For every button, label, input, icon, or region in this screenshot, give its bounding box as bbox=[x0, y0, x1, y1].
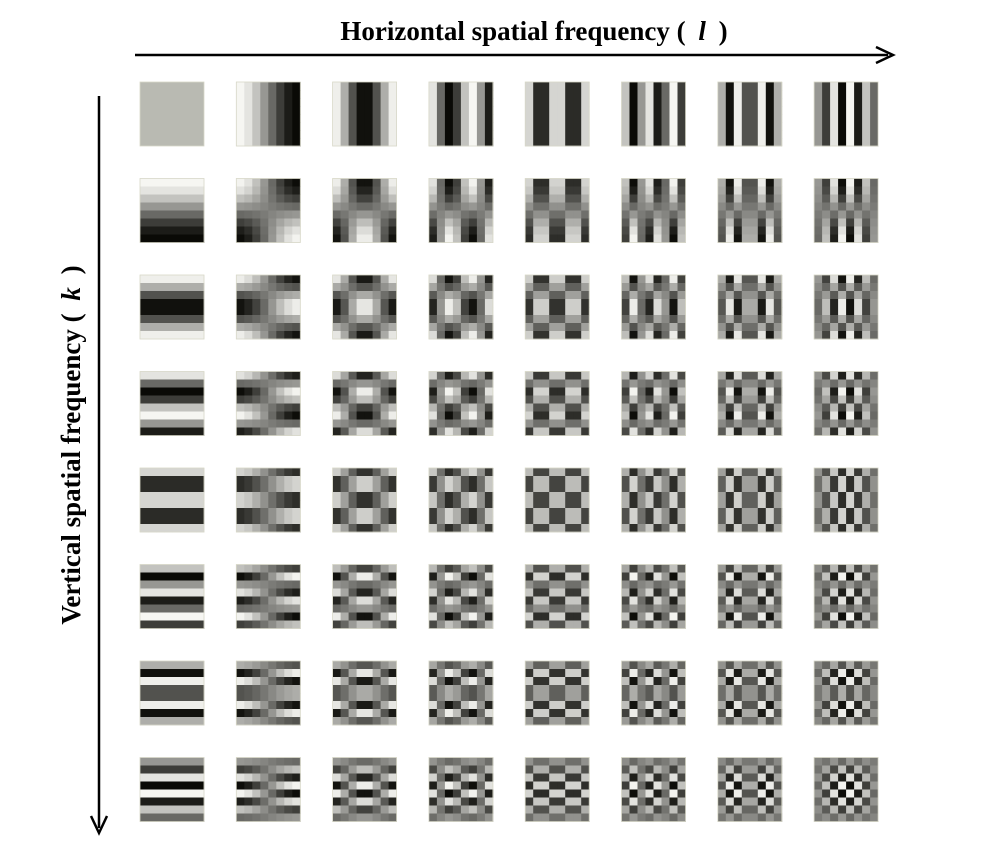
basis-block-k2-l3 bbox=[428, 274, 494, 340]
basis-block-k1-l4 bbox=[524, 178, 590, 243]
vertical-axis-label: Vertical spatial frequency ( bbox=[56, 313, 86, 624]
basis-block-k0-l7 bbox=[813, 81, 879, 147]
basis-block-k2-l0 bbox=[139, 274, 205, 340]
basis-block-k7-l3 bbox=[428, 757, 494, 822]
basis-block-k5-l1 bbox=[235, 564, 301, 629]
basis-block-k2-l1 bbox=[235, 274, 301, 340]
basis-block-k3-l2 bbox=[332, 371, 398, 436]
basis-block-k1-l2 bbox=[332, 178, 398, 243]
basis-block-k1-l6 bbox=[717, 178, 783, 243]
basis-block-k1-l5 bbox=[621, 178, 686, 243]
basis-block-k6-l7 bbox=[813, 660, 879, 726]
horizontal-axis-variable: l bbox=[698, 16, 706, 46]
horizontal-axis-title: Horizontal spatial frequency ( l ) bbox=[340, 16, 727, 46]
basis-block-k6-l1 bbox=[235, 660, 301, 726]
basis-block-k5-l2 bbox=[332, 564, 398, 629]
basis-block-k2-l7 bbox=[813, 274, 879, 340]
basis-block-k5-l4 bbox=[524, 564, 590, 629]
basis-block-k5-l5 bbox=[621, 564, 686, 629]
basis-block-k1-l7 bbox=[813, 178, 879, 243]
basis-block-k4-l4 bbox=[524, 467, 590, 533]
basis-block-k3-l3 bbox=[428, 371, 494, 436]
basis-block-k7-l6 bbox=[717, 757, 783, 822]
basis-block-k6-l3 bbox=[428, 660, 494, 726]
basis-block-k6-l6 bbox=[717, 660, 783, 726]
basis-block-k4-l7 bbox=[813, 467, 879, 533]
basis-block-k6-l4 bbox=[524, 660, 590, 726]
basis-block-k1-l0 bbox=[139, 178, 205, 243]
horizontal-axis-label: Horizontal spatial frequency ( bbox=[340, 16, 685, 46]
basis-block-k0-l0 bbox=[139, 81, 205, 147]
basis-block-k0-l1 bbox=[235, 81, 301, 147]
basis-block-k7-l4 bbox=[524, 757, 590, 822]
basis-block-k0-l5 bbox=[621, 81, 686, 147]
basis-block-k2-l2 bbox=[332, 274, 398, 340]
basis-block-k4-l3 bbox=[428, 467, 494, 533]
basis-block-k6-l2 bbox=[332, 660, 398, 726]
basis-block-k2-l5 bbox=[621, 274, 686, 340]
dct-basis-grid bbox=[139, 81, 879, 822]
basis-block-k2-l6 bbox=[717, 274, 783, 340]
basis-block-k4-l0 bbox=[139, 467, 205, 533]
basis-block-k0-l6 bbox=[717, 81, 783, 147]
vertical-axis-title: Vertical spatial frequency ( k ) bbox=[56, 265, 86, 624]
basis-block-k4-l6 bbox=[717, 467, 783, 533]
basis-block-k5-l6 bbox=[717, 564, 783, 629]
basis-block-k0-l4 bbox=[524, 81, 590, 147]
basis-block-k3-l6 bbox=[717, 371, 783, 436]
basis-block-k3-l1 bbox=[235, 371, 301, 436]
basis-block-k7-l5 bbox=[621, 757, 686, 822]
basis-block-k5-l7 bbox=[813, 564, 879, 629]
basis-block-k3-l5 bbox=[621, 371, 686, 436]
basis-block-k3-l0 bbox=[139, 371, 205, 436]
basis-block-k4-l5 bbox=[621, 467, 686, 533]
basis-block-k5-l0 bbox=[139, 564, 205, 629]
basis-block-k4-l1 bbox=[235, 467, 301, 533]
basis-block-k6-l0 bbox=[139, 660, 205, 726]
vertical-axis-arrow bbox=[89, 96, 109, 836]
vertical-axis-variable: k bbox=[56, 287, 86, 301]
basis-block-k3-l7 bbox=[813, 371, 879, 436]
basis-block-k5-l3 bbox=[428, 564, 494, 629]
vertical-axis-label-close: ) bbox=[56, 265, 86, 274]
basis-block-k0-l3 bbox=[428, 81, 494, 147]
basis-block-k3-l4 bbox=[524, 371, 590, 436]
basis-block-k7-l0 bbox=[139, 757, 205, 822]
horizontal-axis-label-close: ) bbox=[719, 16, 728, 46]
basis-block-k7-l2 bbox=[332, 757, 398, 822]
basis-block-k7-l7 bbox=[813, 757, 879, 822]
basis-block-k6-l5 bbox=[621, 660, 686, 726]
basis-block-k2-l4 bbox=[524, 274, 590, 340]
basis-block-k7-l1 bbox=[235, 757, 301, 822]
basis-block-k0-l2 bbox=[332, 81, 398, 147]
basis-block-k1-l3 bbox=[428, 178, 494, 243]
horizontal-axis-arrow bbox=[135, 45, 896, 65]
basis-block-k4-l2 bbox=[332, 467, 398, 533]
basis-block-k1-l1 bbox=[235, 178, 301, 243]
